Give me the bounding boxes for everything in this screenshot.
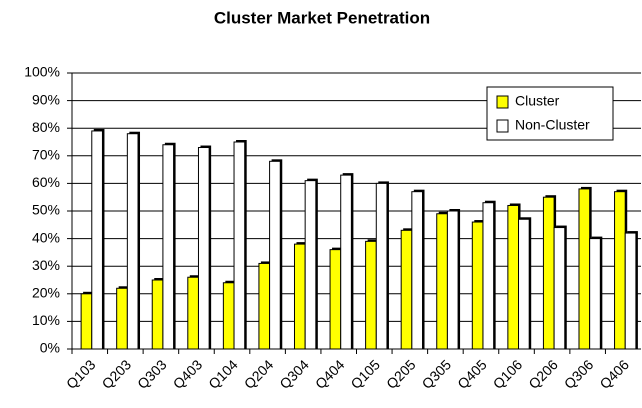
bar xyxy=(340,174,352,350)
x-tick-label: Q403 xyxy=(170,356,206,392)
bar xyxy=(518,218,530,350)
x-tick-label: Q303 xyxy=(134,356,170,392)
bar xyxy=(233,141,246,350)
x-tick-label: Q104 xyxy=(205,356,241,392)
x-tick-label: Q405 xyxy=(454,356,490,392)
y-tick-label: 30% xyxy=(32,257,60,273)
bar xyxy=(151,279,164,350)
x-tick-label: Q204 xyxy=(241,356,277,392)
bar xyxy=(162,144,175,350)
bar xyxy=(269,160,281,350)
bar xyxy=(329,249,342,350)
legend-swatch xyxy=(496,119,509,133)
bar xyxy=(400,229,413,350)
legend-label: Cluster xyxy=(515,93,560,109)
bar xyxy=(446,210,459,350)
y-tick-label: 20% xyxy=(32,285,60,301)
y-tick-label: 10% xyxy=(32,312,60,328)
y-tick-label: 70% xyxy=(32,147,60,163)
y-tick-label: 40% xyxy=(32,229,60,245)
bar xyxy=(80,293,93,350)
y-tick-label: 50% xyxy=(32,202,60,218)
bar xyxy=(365,240,377,350)
legend-label: Non-Cluster xyxy=(515,117,590,133)
bar xyxy=(126,133,139,350)
bar xyxy=(589,238,601,350)
x-tick-label: Q106 xyxy=(490,356,526,392)
bar xyxy=(116,287,128,350)
x-tick-label: Q404 xyxy=(312,356,348,392)
bar xyxy=(91,130,103,350)
x-tick-label: Q406 xyxy=(596,356,632,392)
bar xyxy=(258,262,271,350)
bar xyxy=(222,282,235,350)
x-tick-label: Q205 xyxy=(383,356,419,392)
x-tick-label: Q304 xyxy=(276,356,312,392)
legend-swatch xyxy=(496,95,509,109)
bar xyxy=(482,202,495,350)
y-tick-label: 0% xyxy=(40,340,60,356)
bar xyxy=(293,243,306,350)
x-tick-label: Q103 xyxy=(63,356,99,392)
bar xyxy=(375,182,388,350)
bar xyxy=(187,276,199,350)
bar xyxy=(553,227,566,350)
y-tick-label: 80% xyxy=(32,119,60,135)
bar xyxy=(507,204,520,350)
bar xyxy=(197,147,210,350)
y-tick-label: 100% xyxy=(24,64,60,80)
bar xyxy=(624,232,637,350)
bar xyxy=(542,196,555,350)
x-tick-label: Q305 xyxy=(419,356,455,392)
y-tick-label: 90% xyxy=(32,91,60,107)
bar xyxy=(614,191,626,350)
bar xyxy=(578,188,591,350)
x-tick-label: Q306 xyxy=(561,356,597,392)
bar xyxy=(304,180,317,350)
x-tick-label: Q105 xyxy=(347,356,383,392)
x-tick-label: Q203 xyxy=(99,356,135,392)
bar xyxy=(411,191,424,350)
chart-title: Cluster Market Penetration xyxy=(214,8,430,27)
bar xyxy=(436,213,448,350)
bar xyxy=(471,221,484,350)
y-tick-label: 60% xyxy=(32,174,60,190)
x-tick-label: Q206 xyxy=(525,356,561,392)
